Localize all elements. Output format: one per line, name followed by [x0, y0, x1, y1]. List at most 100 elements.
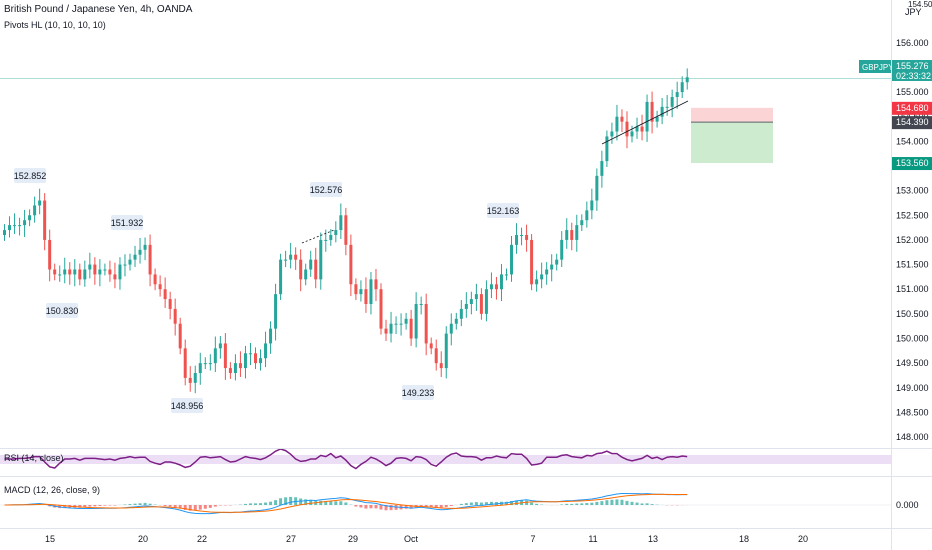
rsi-pane-separator[interactable]	[0, 448, 932, 449]
time-axis-tick: 22	[197, 534, 207, 544]
time-axis-tick: 20	[138, 534, 148, 544]
macd-histogram-bar	[83, 505, 87, 508]
candle-body	[404, 318, 408, 324]
macd-histogram-bar	[254, 503, 257, 505]
candle-body	[213, 348, 217, 364]
candle-body	[499, 274, 503, 290]
candle-body	[284, 259, 288, 261]
candle-body	[545, 269, 549, 275]
candle-body	[279, 259, 283, 295]
macd-histogram-bar	[474, 502, 478, 505]
macd-histogram-bar	[168, 505, 172, 507]
trend-line	[301, 229, 335, 244]
macd-histogram-bar	[530, 502, 534, 505]
candle-body	[8, 225, 12, 231]
candle-body	[108, 269, 112, 275]
candle-body	[565, 230, 569, 240]
candle-body	[243, 353, 247, 369]
chart-title: British Pound / Japanese Yen, 4h, OANDA	[4, 4, 193, 15]
candle-body	[274, 294, 278, 329]
candle-body	[454, 318, 458, 324]
price-axis-tick: 148.000	[896, 432, 929, 442]
price-axis-tick: 150.500	[896, 309, 929, 319]
macd-histogram-bar	[248, 503, 252, 505]
candle-body	[183, 348, 187, 378]
macd-histogram-bar	[389, 505, 393, 511]
macd-histogram-bar	[309, 499, 313, 505]
time-axis-tick: 7	[530, 534, 535, 544]
candle-body	[3, 230, 6, 235]
macd-histogram-bar	[299, 498, 303, 505]
candle-body	[550, 264, 554, 270]
candle-body	[319, 239, 323, 280]
macd-histogram-bar	[148, 503, 152, 505]
candle-body	[364, 289, 368, 304]
rsi-label[interactable]: RSI (14, close)	[4, 453, 64, 463]
trend-line	[601, 100, 689, 145]
candle-body	[384, 328, 388, 334]
candle-body	[93, 264, 97, 275]
candle-body	[369, 279, 373, 304]
pivot-label-box	[14, 168, 46, 183]
macd-histogram-bar	[590, 502, 594, 505]
macd-histogram-bar	[489, 501, 493, 505]
candle-body	[78, 269, 82, 280]
macd-histogram-bar	[284, 497, 288, 505]
time-axis-tick: 11	[588, 534, 597, 544]
macd-histogram-bar	[620, 499, 624, 505]
macd-histogram-bar	[439, 505, 443, 509]
macd-histogram-bar	[354, 505, 358, 507]
candle-body	[188, 377, 192, 383]
macd-label[interactable]: MACD (12, 26, close, 9)	[4, 485, 101, 495]
candle-body	[434, 348, 438, 364]
price-axis-border	[891, 0, 892, 550]
candle-body	[339, 215, 343, 231]
macd-pane-separator[interactable]	[0, 476, 932, 477]
candle-body	[464, 304, 468, 309]
candle-body	[248, 353, 252, 355]
macd-histogram-bar	[143, 502, 147, 505]
candle-body	[238, 363, 242, 369]
candle-body	[510, 244, 514, 275]
pivot-label-box	[402, 385, 434, 400]
macd-histogram-bar	[324, 500, 328, 505]
candle-body	[580, 220, 584, 226]
candle-body	[595, 175, 599, 201]
pivot-label-box	[310, 182, 342, 197]
candle-body	[444, 333, 448, 369]
candle-body	[494, 284, 498, 290]
candle-body	[424, 304, 428, 344]
candle-body	[208, 363, 212, 365]
candle-body	[540, 274, 544, 280]
candle-body	[469, 299, 473, 304]
macd-histogram-bar	[510, 500, 514, 505]
macd-histogram-bar	[98, 505, 102, 506]
macd-histogram-bar	[560, 504, 564, 505]
candle-body	[43, 200, 47, 240]
macd-histogram-bar	[344, 502, 348, 505]
macd-histogram-bar	[650, 504, 654, 505]
pivot-label-text: 151.932	[111, 218, 144, 228]
macd-histogram-bar	[610, 499, 614, 505]
macd-histogram-bar	[585, 503, 589, 505]
candle-body	[645, 101, 649, 132]
candle-body	[13, 225, 17, 227]
macd-histogram-bar	[449, 505, 453, 506]
price-axis-tick: 154.000	[896, 136, 929, 146]
macd-histogram-bar	[243, 503, 247, 505]
candle-body	[575, 225, 579, 240]
macd-histogram-bar	[615, 499, 619, 505]
time-axis-tick: 27	[286, 534, 296, 544]
price-axis-tick: 156.000	[896, 38, 929, 48]
macd-histogram-bar	[535, 503, 539, 505]
candle-body	[535, 279, 539, 285]
macd-histogram-bar	[424, 505, 428, 508]
candle-body	[685, 77, 689, 83]
macd-histogram-bar	[88, 505, 92, 507]
take-profit-zone	[691, 122, 773, 164]
indicator-label[interactable]: Pivots HL (10, 10, 10, 10)	[4, 20, 106, 30]
candle-body	[133, 254, 137, 260]
pivot-label-text: 152.576	[310, 185, 343, 195]
candle-body	[389, 323, 393, 334]
